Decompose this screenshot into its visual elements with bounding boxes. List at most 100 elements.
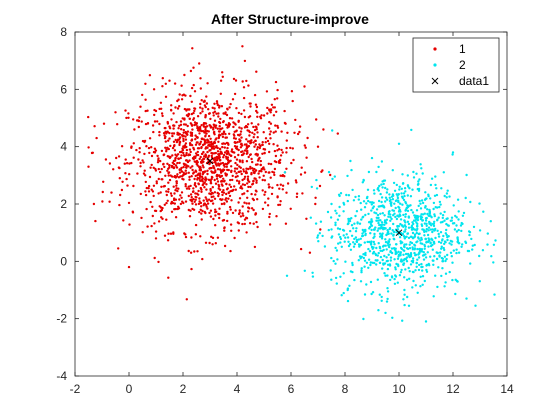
- series-2-point: [427, 237, 430, 240]
- series-2-point: [400, 241, 404, 244]
- series-2-point: [418, 178, 421, 181]
- series-1-point: [256, 225, 259, 229]
- legend-marker-2: [433, 63, 437, 67]
- series-2-point: [425, 230, 428, 233]
- series-2-point: [397, 250, 400, 253]
- series-2-point: [342, 201, 345, 205]
- series-1-point: [230, 199, 233, 202]
- series-1-point: [263, 152, 266, 155]
- series-1-point: [226, 124, 230, 127]
- series-1-point: [336, 132, 339, 135]
- series-1-point: [267, 171, 270, 174]
- series-1-point: [240, 172, 243, 176]
- series-1-point: [236, 141, 239, 144]
- series-2-point: [438, 255, 441, 258]
- series-2-point: [454, 292, 457, 296]
- series-2-point: [383, 219, 387, 222]
- series-2-point: [448, 242, 451, 245]
- series-2-point: [449, 239, 452, 243]
- series-2-point: [377, 221, 380, 225]
- series-1-point: [225, 162, 228, 166]
- series-2-point: [376, 278, 379, 281]
- series-1-point: [166, 162, 169, 165]
- series-1-point: [180, 170, 184, 173]
- series-1-point: [189, 150, 192, 154]
- series-1-point: [254, 139, 257, 143]
- series-2-point: [445, 233, 448, 237]
- series-1-point: [181, 177, 184, 181]
- series-1-point: [173, 175, 176, 179]
- series-2-point: [405, 206, 409, 210]
- series-2-point: [429, 183, 433, 187]
- series-2-point: [353, 222, 356, 225]
- series-2-point: [355, 238, 359, 242]
- series-1-point: [262, 131, 265, 134]
- series-1-point: [164, 135, 167, 138]
- series-1-point: [209, 126, 213, 129]
- series-1-point: [200, 146, 203, 150]
- series-1-point: [172, 166, 176, 170]
- x-tick-label: 4: [234, 382, 241, 396]
- series-2-point: [335, 212, 338, 215]
- series-1-point: [239, 185, 243, 188]
- series-2-point: [417, 182, 420, 186]
- series-1-point: [154, 237, 158, 240]
- series-2-point: [389, 219, 392, 222]
- series-1-point: [238, 126, 241, 129]
- series-1-point: [236, 175, 239, 178]
- series-1-point: [95, 136, 98, 140]
- series-2-point: [416, 225, 419, 228]
- series-2-point: [424, 197, 427, 201]
- series-1-point: [229, 185, 233, 189]
- series-1-point: [229, 208, 232, 211]
- series-1-point: [188, 108, 191, 111]
- series-1-point: [185, 159, 188, 162]
- series-1-point: [247, 84, 250, 87]
- series-2-point: [363, 206, 367, 209]
- series-1-point: [94, 219, 97, 223]
- series-1-point: [180, 134, 184, 137]
- series-2-point: [433, 220, 436, 223]
- series-1-point: [275, 215, 278, 218]
- series-2-point: [323, 245, 327, 248]
- series-2-point: [388, 196, 391, 199]
- series-2-point: [380, 160, 384, 163]
- series-1-point: [213, 161, 216, 164]
- series-1-point: [207, 140, 211, 144]
- series-1-point: [112, 168, 115, 171]
- series-1-point: [285, 167, 288, 170]
- series-1-point: [165, 190, 168, 193]
- series-1-point: [182, 128, 185, 132]
- series-2-point: [489, 220, 492, 223]
- series-1-point: [243, 59, 247, 63]
- series-2-point: [365, 196, 369, 200]
- series-2-point: [400, 260, 403, 263]
- series-2-point: [442, 171, 445, 174]
- series-2-point: [443, 194, 446, 198]
- series-1-point: [158, 122, 161, 126]
- series-1-point: [235, 172, 238, 175]
- series-1-point: [232, 188, 235, 192]
- series-2-point: [330, 256, 333, 260]
- series-1-point: [255, 152, 258, 156]
- series-2-point: [412, 170, 415, 174]
- series-1-point: [151, 205, 154, 208]
- center-marker: [206, 157, 214, 165]
- series-1-point: [243, 201, 246, 204]
- series-2-point: [457, 210, 460, 213]
- series-2-point: [430, 177, 434, 180]
- series-1-point: [188, 175, 191, 179]
- series-1-point: [190, 139, 194, 142]
- series-1-point: [261, 189, 264, 192]
- series-2-point: [406, 252, 410, 256]
- series-2-point: [443, 285, 446, 288]
- series-1-point: [216, 168, 220, 171]
- series-1-point: [213, 178, 216, 182]
- series-2-point: [319, 220, 323, 223]
- series-1-point: [214, 208, 217, 211]
- series-1-point: [180, 128, 183, 131]
- series-1-point: [193, 160, 196, 163]
- series-1-point: [204, 147, 207, 150]
- series-1-point: [167, 139, 170, 142]
- series-1-point: [201, 110, 204, 113]
